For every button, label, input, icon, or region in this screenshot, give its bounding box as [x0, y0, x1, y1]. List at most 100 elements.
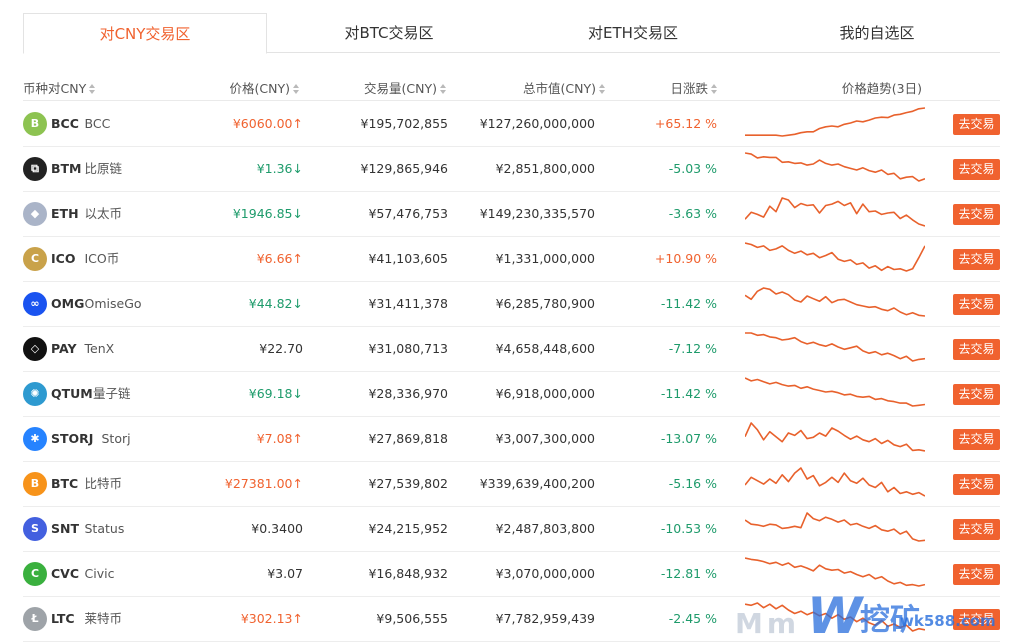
- price-trend-sparkline: [745, 107, 925, 137]
- coin-cell[interactable]: ✱ STORJ Storj: [23, 417, 223, 461]
- coin-symbol: ICO: [51, 251, 76, 266]
- price-text: ¥3.07: [267, 566, 303, 581]
- table-row[interactable]: ∞ OMG OmiseGo ¥44.82↓ ¥31,411,378 ¥6,285,780,…: [23, 282, 1000, 327]
- trade-button[interactable]: 去交易: [953, 294, 1000, 315]
- coin-cell[interactable]: ◆ ETH 以太币: [23, 192, 223, 236]
- price-text: ¥27381.00: [224, 476, 293, 491]
- coin-cell[interactable]: ∞ OMG OmiseGo: [23, 282, 223, 326]
- bitcoin-cash-icon: B: [23, 112, 47, 136]
- trade-button[interactable]: 去交易: [953, 609, 1000, 630]
- coin-cell[interactable]: C ICO ICO币: [23, 237, 223, 281]
- trade-button[interactable]: 去交易: [953, 384, 1000, 405]
- table-row[interactable]: C CVC Civic ¥3.07 ¥16,848,932 ¥3,070,000,000 -…: [23, 552, 1000, 597]
- coin-name: OmiseGo: [84, 296, 142, 311]
- price-text: ¥22.70: [259, 341, 303, 356]
- price-value: ¥6060.00↑: [233, 102, 303, 146]
- market-cap-value: ¥4,658,448,600: [495, 341, 595, 356]
- table-row[interactable]: ◇ PAY TenX ¥22.70 ¥31,080,713 ¥4,658,448,600 -…: [23, 327, 1000, 372]
- trend-line: [745, 287, 925, 317]
- price-trend-sparkline: [745, 152, 925, 182]
- column-market-cap[interactable]: 总市值(CNY): [523, 78, 606, 97]
- column-change[interactable]: 日涨跌: [670, 78, 718, 97]
- column-volume[interactable]: 交易量(CNY): [364, 78, 447, 97]
- trend-line: [745, 332, 925, 362]
- market-cap-value: ¥3,070,000,000: [495, 566, 595, 581]
- price-value: ¥27381.00↑: [225, 462, 303, 506]
- trade-button[interactable]: 去交易: [953, 474, 1000, 495]
- price-value: ¥1946.85↓: [233, 192, 303, 236]
- market-cap-value: ¥149,230,335,570: [479, 206, 595, 221]
- trend-line: [745, 512, 925, 542]
- price-text: ¥1.36: [256, 161, 293, 176]
- table-row[interactable]: S SNT Status ¥0.3400 ¥24,215,952 ¥2,487,803,8…: [23, 507, 1000, 552]
- table-row[interactable]: ⧉ BTM 比原链 ¥1.36↓ ¥129,865,946 ¥2,851,800,000 -…: [23, 147, 1000, 192]
- coin-cell[interactable]: ✺ QTUM 量子链: [23, 372, 223, 416]
- market-cap-value: ¥339,639,400,200: [479, 476, 595, 491]
- price-value: ¥69.18↓: [249, 372, 303, 416]
- table-row[interactable]: B BCC BCC ¥6060.00↑ ¥195,702,855 ¥127,260,000…: [23, 102, 1000, 147]
- coin-cell[interactable]: C CVC Civic: [23, 552, 223, 596]
- trade-button[interactable]: 去交易: [953, 339, 1000, 360]
- volume-value: ¥16,848,932: [368, 566, 448, 581]
- column-trend: 价格趋势(3日): [841, 81, 922, 96]
- trend-line: [745, 422, 925, 452]
- coin-cell[interactable]: B BCC BCC: [23, 102, 223, 146]
- coin-cell[interactable]: Ł LTC 莱特币: [23, 597, 223, 641]
- volume-value: ¥31,411,378: [368, 296, 448, 311]
- table-row[interactable]: B BTC 比特币 ¥27381.00↑ ¥27,539,802 ¥339,639,400…: [23, 462, 1000, 507]
- trade-button[interactable]: 去交易: [953, 114, 1000, 135]
- tab-btc[interactable]: 对BTC交易区: [344, 24, 434, 42]
- price-text: ¥0.3400: [251, 521, 303, 536]
- price-value: ¥1.36↓: [257, 147, 303, 191]
- trade-button[interactable]: 去交易: [953, 519, 1000, 540]
- market-cap-value: ¥6,285,780,900: [495, 296, 595, 311]
- coin-name: 以太币: [84, 206, 123, 221]
- civic-icon: C: [23, 562, 47, 586]
- trade-button[interactable]: 去交易: [953, 564, 1000, 585]
- price-trend-sparkline: [745, 602, 925, 632]
- trade-button[interactable]: 去交易: [953, 159, 1000, 180]
- price-arrow: ↑: [292, 431, 303, 446]
- coin-cell[interactable]: B BTC 比特币: [23, 462, 223, 506]
- price-text: ¥69.18: [248, 386, 293, 401]
- price-trend-sparkline: [745, 332, 925, 362]
- table-row[interactable]: Ł LTC 莱特币 ¥302.13↑ ¥9,506,555 ¥7,782,959,439 -…: [23, 597, 1000, 642]
- trade-button[interactable]: 去交易: [953, 429, 1000, 450]
- change-value: +10.90 %: [654, 251, 717, 266]
- price-trend-sparkline: [745, 467, 925, 497]
- sort-icon: [440, 84, 447, 94]
- change-value: -11.42 %: [660, 296, 717, 311]
- tab-cny[interactable]: 对CNY交易区: [23, 13, 267, 54]
- tab-favorites[interactable]: 我的自选区: [839, 24, 915, 42]
- table-row[interactable]: ◆ ETH 以太币 ¥1946.85↓ ¥57,476,753 ¥149,230,335,…: [23, 192, 1000, 237]
- table-row[interactable]: C ICO ICO币 ¥6.66↑ ¥41,103,605 ¥1,331,000,000 +…: [23, 237, 1000, 282]
- price-trend-sparkline: [745, 377, 925, 407]
- litecoin-icon: Ł: [23, 607, 47, 631]
- tab-eth[interactable]: 对ETH交易区: [588, 24, 678, 42]
- trade-button[interactable]: 去交易: [953, 204, 1000, 225]
- volume-value: ¥41,103,605: [368, 251, 448, 266]
- price-text: ¥7.08: [256, 431, 293, 446]
- table-row[interactable]: ✺ QTUM 量子链 ¥69.18↓ ¥28,336,970 ¥6,918,000,000…: [23, 372, 1000, 417]
- volume-value: ¥9,506,555: [376, 611, 448, 626]
- coin-cell[interactable]: S SNT Status: [23, 507, 223, 551]
- coin-cell[interactable]: ⧉ BTM 比原链: [23, 147, 223, 191]
- sort-icon: [89, 84, 96, 94]
- trade-button[interactable]: 去交易: [953, 249, 1000, 270]
- ethereum-icon: ◆: [23, 202, 47, 226]
- sort-icon: [293, 84, 300, 94]
- price-arrow: ↑: [292, 476, 303, 491]
- table-row[interactable]: ✱ STORJ Storj ¥7.08↑ ¥27,869,818 ¥3,007,300,0…: [23, 417, 1000, 462]
- change-value: -2.45 %: [668, 611, 717, 626]
- volume-value: ¥195,702,855: [360, 116, 448, 131]
- coin-symbol: STORJ: [51, 431, 94, 446]
- bytom-icon: ⧉: [23, 157, 47, 181]
- price-value: ¥0.3400: [251, 507, 303, 551]
- market-cap-value: ¥2,851,800,000: [495, 161, 595, 176]
- column-change-label: 日涨跌: [670, 81, 708, 96]
- volume-value: ¥27,539,802: [368, 476, 448, 491]
- column-volume-label: 交易量(CNY): [364, 81, 437, 96]
- column-coin[interactable]: 币种对CNY: [23, 78, 96, 97]
- coin-cell[interactable]: ◇ PAY TenX: [23, 327, 223, 371]
- column-price[interactable]: 价格(CNY): [230, 78, 300, 97]
